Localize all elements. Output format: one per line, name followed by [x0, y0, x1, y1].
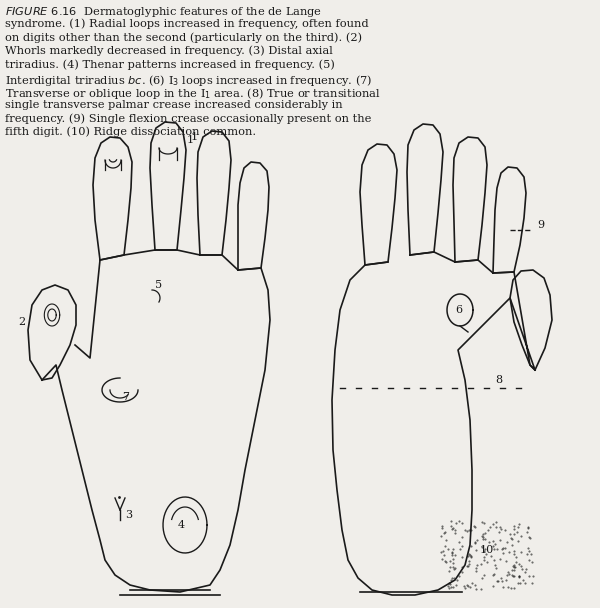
Text: single transverse palmar crease increased considerably in: single transverse palmar crease increase… [5, 100, 343, 109]
Text: 3: 3 [125, 510, 132, 520]
Text: 9: 9 [537, 220, 544, 230]
Text: 6: 6 [455, 305, 462, 315]
Text: $\it{FIGURE\ 6.16}$  Dermatoglyphic features of the de Lange: $\it{FIGURE\ 6.16}$ Dermatoglyphic featu… [5, 5, 322, 19]
Text: Whorls markedly decreased in frequency. (3) Distal axial: Whorls markedly decreased in frequency. … [5, 46, 333, 56]
Text: on digits other than the second (particularly on the third). (2): on digits other than the second (particu… [5, 32, 362, 43]
Text: Interdigital triradius $\it{bc}$. (6) I$_3$ loops increased in frequency. (7): Interdigital triradius $\it{bc}$. (6) I$… [5, 72, 372, 88]
Text: Transverse or oblique loop in the I$_1$ area. (8) True or transitional: Transverse or oblique loop in the I$_1$ … [5, 86, 381, 101]
Text: 4: 4 [178, 520, 185, 530]
Text: 7: 7 [122, 392, 129, 402]
Text: syndrome. (1) Radial loops increased in frequency, often found: syndrome. (1) Radial loops increased in … [5, 18, 368, 29]
Text: 10: 10 [480, 545, 494, 555]
Text: frequency. (9) Single flexion crease occasionally present on the: frequency. (9) Single flexion crease occ… [5, 113, 371, 123]
Text: 1: 1 [187, 135, 194, 145]
Text: 8: 8 [495, 375, 502, 385]
Text: triradius. (4) Thenar patterns increased in frequency. (5): triradius. (4) Thenar patterns increased… [5, 59, 335, 69]
Text: 1: 1 [191, 132, 198, 142]
Text: 5: 5 [155, 280, 162, 290]
Text: fifth digit. (10) Ridge dissociation common.: fifth digit. (10) Ridge dissociation com… [5, 126, 256, 137]
Text: 2: 2 [18, 317, 25, 327]
